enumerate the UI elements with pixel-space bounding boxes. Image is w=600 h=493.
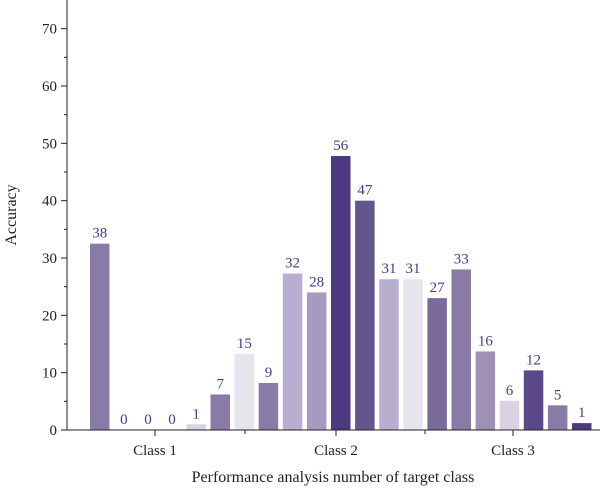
bar-1 bbox=[90, 243, 110, 430]
bar-value-label-18: 6 bbox=[506, 383, 514, 399]
bar-value-label-19: 12 bbox=[526, 352, 541, 368]
bar-10 bbox=[306, 292, 327, 430]
bar-value-label-15: 27 bbox=[430, 280, 446, 296]
bar-5 bbox=[186, 424, 206, 430]
y-tick-label-20: 20 bbox=[42, 308, 57, 324]
y-tick-label-30: 30 bbox=[42, 251, 57, 267]
bars-layer bbox=[90, 155, 592, 430]
bar-16 bbox=[451, 269, 471, 430]
y-tick-label-60: 60 bbox=[42, 79, 57, 95]
bar-value-label-5: 1 bbox=[192, 406, 200, 422]
bar-12 bbox=[355, 200, 375, 430]
bar-21 bbox=[572, 423, 592, 430]
bar-value-label-8: 9 bbox=[265, 365, 273, 381]
bar-19 bbox=[523, 370, 544, 430]
y-tick-label-0: 0 bbox=[50, 423, 58, 439]
bar-15 bbox=[427, 298, 447, 430]
x-ticks-layer: Class 1 Class 2 Class 3 bbox=[133, 430, 535, 459]
bar-value-label-20: 5 bbox=[554, 387, 562, 403]
bar-value-label-1: 38 bbox=[92, 226, 107, 242]
bar-17 bbox=[475, 351, 496, 430]
bar-14 bbox=[403, 279, 423, 430]
y-axis-title: Accuracy bbox=[3, 184, 20, 245]
bar-18 bbox=[499, 400, 520, 430]
bar-value-label-12: 47 bbox=[357, 183, 373, 199]
bar-value-label-13: 31 bbox=[381, 261, 396, 277]
y-tick-label-10: 10 bbox=[42, 366, 57, 382]
bar-8 bbox=[258, 382, 279, 430]
bar-9 bbox=[282, 273, 303, 430]
x-axis-title: Performance analysis number of target cl… bbox=[192, 469, 475, 486]
y-tick-label-40: 40 bbox=[42, 194, 57, 210]
bar-value-label-17: 16 bbox=[478, 333, 494, 349]
bar-value-label-9: 32 bbox=[285, 255, 300, 271]
bar-6 bbox=[210, 394, 230, 430]
bar-value-label-3: 0 bbox=[144, 412, 152, 428]
bar-value-label-10: 28 bbox=[309, 274, 324, 290]
bar-13 bbox=[379, 279, 399, 430]
bar-value-label-16: 33 bbox=[454, 251, 469, 267]
bar-11 bbox=[331, 155, 351, 430]
bar-value-label-21: 1 bbox=[578, 405, 586, 421]
y-tick-label-70: 70 bbox=[42, 22, 57, 38]
y-ticks-layer: 0 10 20 30 40 50 60 70 bbox=[42, 22, 67, 439]
bar-value-label-11: 56 bbox=[333, 138, 349, 154]
x-group-label-2: Class 2 bbox=[314, 443, 358, 459]
bar-value-label-6: 7 bbox=[217, 376, 225, 392]
bar-7 bbox=[234, 353, 255, 430]
y-tick-label-50: 50 bbox=[42, 136, 57, 152]
bar-value-label-7: 15 bbox=[237, 336, 252, 352]
bar-20 bbox=[547, 405, 568, 430]
x-group-label-1: Class 1 bbox=[133, 443, 177, 459]
bar-value-label-4: 0 bbox=[168, 412, 176, 428]
bar-value-label-14: 31 bbox=[406, 261, 421, 277]
x-group-label-3: Class 3 bbox=[491, 443, 535, 459]
axes-layer bbox=[66, 0, 600, 431]
bar-value-label-2: 0 bbox=[120, 412, 128, 428]
